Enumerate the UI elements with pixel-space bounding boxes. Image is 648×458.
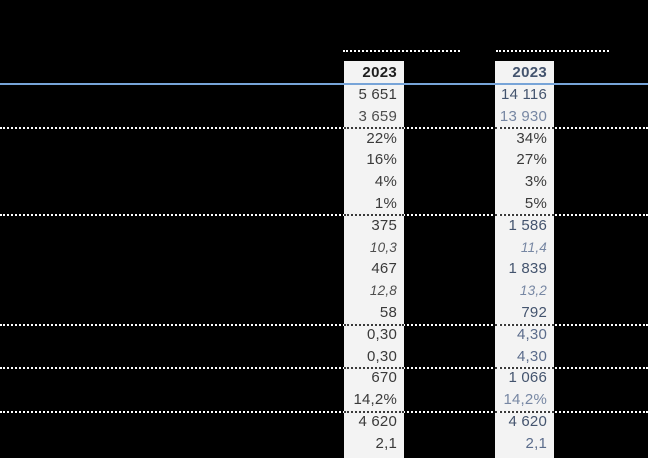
column-header-year: 2023 bbox=[512, 64, 547, 81]
column-header-year: 2023 bbox=[362, 64, 397, 81]
year-column-2023-second: 2023 14 116 13 930 34% 27% 3% 5% 1 586 11,4 1 83… bbox=[495, 61, 554, 458]
row-separator-dotted-line bbox=[344, 411, 404, 413]
column-values: 14 116 13 930 34% 27% 3% 5% 1 586 11,4 1 839 13,2… bbox=[495, 84, 554, 455]
row-separator-dotted-line bbox=[495, 367, 554, 369]
row-separator-dotted-line bbox=[344, 367, 404, 369]
table-cell: 792 bbox=[521, 303, 547, 321]
table-cell: 0,30 bbox=[367, 347, 397, 365]
table-cell: 13 930 bbox=[499, 107, 547, 125]
row-separator-dotted-line bbox=[344, 214, 404, 216]
table-cell: 2,1 bbox=[375, 434, 397, 452]
table-cell: 5% bbox=[524, 194, 547, 212]
row-separator-dotted-line bbox=[0, 367, 648, 369]
table-cell: 14,2% bbox=[503, 391, 547, 409]
row-separator-dotted-line bbox=[495, 324, 554, 326]
table-cell: 4 620 bbox=[358, 412, 397, 430]
header-rule-line bbox=[0, 83, 648, 85]
row-separator-dotted-line bbox=[495, 411, 554, 413]
table-cell: 4,30 bbox=[517, 347, 547, 365]
table-cell: 1% bbox=[374, 194, 397, 212]
table-cell: 1 066 bbox=[508, 369, 547, 387]
table-cell: 10,3 bbox=[369, 239, 397, 255]
table-cell: 375 bbox=[371, 216, 397, 234]
row-separator-dotted-line bbox=[0, 214, 648, 216]
table-cell: 27% bbox=[516, 151, 547, 169]
table-cell: 3% bbox=[524, 173, 547, 191]
table-cell: 670 bbox=[371, 369, 397, 387]
year-column-2023-first: 2023 5 651 3 659 22% 16% 4% 1% 375 10,3 467 12,8 5… bbox=[344, 61, 404, 458]
row-separator-dotted-line bbox=[495, 214, 554, 216]
table-cell: 22% bbox=[366, 129, 397, 147]
row-separator-dotted-line bbox=[0, 411, 648, 413]
column-group-top-dotted-line bbox=[496, 50, 609, 52]
table-cell: 0,30 bbox=[367, 325, 397, 343]
table-cell: 4% bbox=[374, 173, 397, 191]
table-cell: 2,1 bbox=[525, 434, 547, 452]
table-cell: 13,2 bbox=[519, 283, 547, 299]
table-cell: 5 651 bbox=[358, 86, 397, 103]
row-separator-dotted-line bbox=[344, 324, 404, 326]
table-cell: 14,2% bbox=[353, 391, 397, 409]
column-values: 5 651 3 659 22% 16% 4% 1% 375 10,3 467 12,8 58 0,30… bbox=[344, 84, 404, 455]
table-cell: 12,8 bbox=[369, 283, 397, 299]
table-cell: 4,30 bbox=[517, 325, 547, 343]
table-cell: 1 586 bbox=[508, 216, 547, 234]
table-cell: 14 116 bbox=[501, 86, 547, 103]
row-separator-dotted-line bbox=[495, 127, 554, 129]
column-group-top-dotted-line bbox=[343, 50, 460, 52]
row-separator-dotted-line bbox=[0, 127, 648, 129]
table-cell: 1 839 bbox=[508, 260, 547, 278]
table-cell: 467 bbox=[371, 260, 397, 278]
row-separator-dotted-line bbox=[344, 127, 404, 129]
table-cell: 34% bbox=[516, 129, 547, 147]
row-separator-dotted-line bbox=[0, 324, 648, 326]
table-cell: 11,4 bbox=[520, 239, 547, 255]
table-cell: 58 bbox=[379, 303, 397, 321]
table-cell: 3 659 bbox=[358, 107, 397, 125]
table-cell: 16% bbox=[366, 151, 397, 169]
table-cell: 4 620 bbox=[508, 412, 547, 430]
